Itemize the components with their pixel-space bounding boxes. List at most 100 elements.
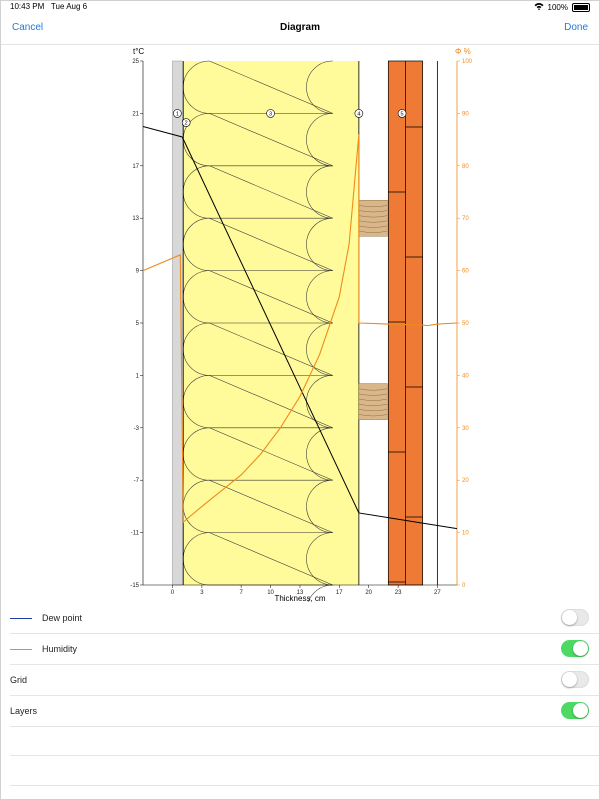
y2-tick-label: 40: [462, 373, 469, 379]
coil-arc-right: [306, 270, 333, 324]
navigation-bar: Cancel Diagram Done: [0, 14, 600, 45]
y-tick-label: -3: [134, 426, 140, 432]
toggle-knob: [573, 703, 588, 718]
layer-marker: [266, 109, 275, 118]
batten-grain: [358, 225, 388, 228]
layer-marker-label: 3: [269, 111, 272, 117]
y-tick-label: -11: [131, 531, 140, 537]
cancel-button[interactable]: Cancel: [12, 22, 44, 33]
x-tick-label: 20: [365, 590, 372, 596]
grid-toggle[interactable]: [561, 671, 589, 688]
x-tick-label: 7: [239, 590, 243, 596]
y-axis-label: t°C: [133, 47, 144, 56]
status-right: 100%: [534, 2, 590, 12]
y-tick-label: 21: [132, 111, 139, 117]
diagram-chart: 25211713951-3-7-11-151009080706050403020…: [130, 47, 473, 602]
batten-grain: [358, 220, 388, 223]
batten-grain: [358, 409, 388, 412]
y-tick-label: 13: [132, 216, 139, 222]
x-tick-label: 0: [171, 590, 175, 596]
batten-grain: [358, 205, 388, 208]
coil-line: [209, 217, 333, 271]
y-tick-label: 17: [132, 164, 139, 170]
setting-label: Layers: [10, 706, 38, 716]
humidity-legend-line: [10, 648, 32, 650]
y-tick-label: -15: [130, 583, 139, 589]
batten-body: [358, 199, 388, 237]
coil-arc-right: [306, 113, 333, 167]
toggle-knob: [562, 672, 577, 687]
status-date: Tue Aug 6: [50, 2, 88, 11]
layer-marker-label: 4: [357, 111, 360, 117]
setting-row-grid: Grid: [10, 665, 600, 696]
layer-marker: [173, 109, 182, 118]
coil-line: [209, 427, 333, 481]
batten-grain: [358, 393, 388, 396]
coil-line: [209, 60, 333, 114]
coil-line: [209, 532, 333, 586]
batten-grain: [358, 210, 388, 213]
y2-axis-label: Φ %: [455, 47, 471, 56]
page-title: Diagram: [279, 22, 320, 33]
y2-tick-label: 50: [462, 321, 469, 327]
y2-tick-label: 80: [462, 164, 469, 170]
setting-row-dew-point: Dew point: [10, 603, 600, 634]
setting-label: Dew point: [42, 613, 83, 623]
x-tick-label: 23: [395, 590, 402, 596]
coil-arc-right: [306, 165, 333, 219]
settings-list: Dew point Humidity Grid Layers: [10, 603, 600, 727]
layer-marker-label: 1: [176, 111, 179, 117]
status-time-date: 10:43 PM Tue Aug 6: [10, 2, 87, 11]
coil-arc-right: [307, 584, 333, 602]
x-tick-label: 10: [267, 590, 274, 596]
setting-row-humidity: Humidity: [10, 634, 600, 665]
y-tick-label: 5: [136, 321, 140, 327]
status-time: 10:43 PM: [10, 2, 45, 11]
status-bar: 10:43 PM Tue Aug 6 100%: [0, 0, 600, 14]
y-tick-label: -7: [134, 478, 140, 484]
empty-row: [10, 755, 600, 786]
y-tick-label: 9: [136, 269, 140, 275]
setting-label: Grid: [10, 675, 28, 685]
x-tick-label: 3: [200, 590, 204, 596]
y-tick-label: 25: [132, 59, 139, 65]
y2-tick-label: 10: [462, 531, 469, 537]
y2-tick-label: 20: [462, 478, 469, 484]
coil-line: [209, 270, 333, 324]
coil-arc-right: [306, 479, 333, 533]
humidity-toggle[interactable]: [561, 640, 589, 657]
layer-marker: [181, 118, 191, 127]
coil-arc-right: [306, 427, 333, 481]
coil-arc-right: [306, 60, 333, 114]
layer-marker: [397, 109, 407, 118]
temperature-line: [142, 126, 458, 530]
batten-grain: [358, 215, 388, 218]
dew-point-toggle[interactable]: [561, 609, 589, 626]
battery-icon: [572, 2, 590, 12]
layer-marker-label: 5: [401, 111, 404, 117]
layer-marker: [354, 109, 364, 118]
y2-tick-label: 90: [462, 111, 469, 117]
wood-batten: [358, 199, 388, 237]
y2-tick-label: 100: [462, 59, 473, 65]
x-tick-label: 17: [336, 590, 343, 596]
layers-toggle[interactable]: [561, 702, 589, 719]
coil-line: [209, 375, 333, 429]
y2-tick-label: 70: [462, 216, 469, 222]
dew-point-legend-line: [10, 617, 32, 619]
y2-tick-label: 30: [462, 426, 469, 432]
coil-arc-right: [306, 322, 333, 376]
humidity-line: [142, 134, 458, 524]
coil-arc-right: [306, 217, 333, 271]
coil-line: [209, 165, 333, 219]
empty-row: [10, 725, 600, 756]
batten-body: [358, 383, 388, 420]
x-tick-label: 13: [297, 590, 304, 596]
batten-grain: [358, 398, 388, 401]
setting-row-layers: Layers: [10, 696, 600, 727]
batten-grain: [358, 230, 388, 233]
done-button[interactable]: Done: [564, 22, 588, 33]
layer-marker-label: 2: [185, 121, 188, 127]
batten-grain: [358, 403, 388, 406]
wifi-icon: [534, 2, 544, 12]
